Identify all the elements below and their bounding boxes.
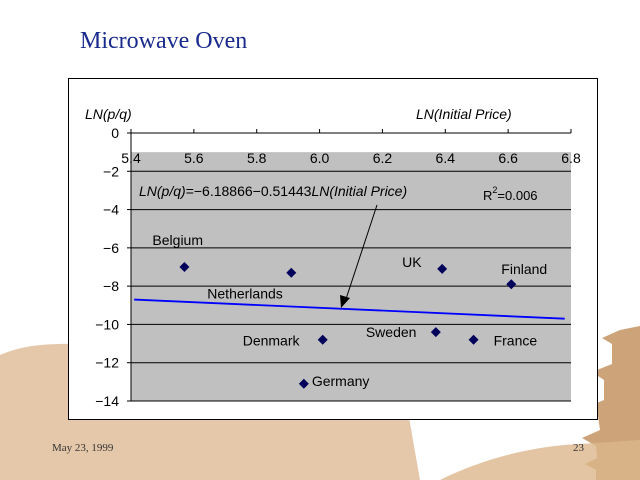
x-axis-label: LN(Initial Price) [416,106,512,122]
y-tick-label: −14 [95,393,119,409]
data-point [298,378,309,389]
r-squared: R2=0.006 [483,185,538,203]
data-point [506,279,517,290]
data-point [179,262,190,272]
scatter-chart: 0 −2 −4 −6 −8 −10 −12 −14 5.4 5.6 5.8 6.0 6.2 6.4 6.6 6… [85,106,581,409]
right-hill-shape [440,440,640,480]
footer-date: May 23, 1999 [52,442,114,454]
data-point [468,334,479,345]
x-tick-label: 5.4 [121,150,141,166]
point-label: France [494,333,538,349]
r2-value: =0.006 [497,188,537,203]
data-point [437,263,448,274]
point-label: Germany [312,373,370,389]
y-tick-label: 0 [111,125,119,141]
data-points [179,262,517,389]
x-tick-label: 6.8 [561,150,581,166]
annotation-arrow [344,204,378,303]
x-tick-label: 5.8 [247,150,267,166]
y-tick-label: −8 [103,278,119,294]
equation-var: LN(Initial Price) [311,183,407,199]
y-tick-label: −10 [95,316,119,332]
data-point [317,334,328,345]
x-tick-label: 6.4 [436,150,456,166]
slide-title: Microwave Oven [80,28,248,54]
y-tick-label: −12 [95,355,119,371]
regression-equation: LN(p/q)=−6.18866−0.51443LN(Initial Price… [139,183,407,199]
page-number: 23 [573,442,584,454]
point-label: Sweden [366,324,417,340]
plot-area [131,152,571,401]
point-label: Finland [501,261,547,277]
y-tick-label: −4 [103,202,119,218]
data-point [286,267,297,278]
y-tick-label: −2 [103,163,119,179]
point-label: Netherlands [207,286,282,302]
trend-line [134,298,565,320]
x-tick-label: 6.2 [373,150,393,166]
data-point [430,327,441,338]
tick-labels: 0 −2 −4 −6 −8 −10 −12 −14 5.4 5.6 5.8 6.0 6.2 6.4 6.6 6… [95,125,581,409]
axes [127,129,572,402]
point-label: Denmark [243,333,301,349]
y-axis-label: LN(p/q) [85,106,132,122]
point-label: Belgium [152,232,203,248]
chart-frame: 0 −2 −4 −6 −8 −10 −12 −14 5.4 5.6 5.8 6.0 6.2 6.4 6.6 6… [68,78,598,420]
grid-lines [131,170,571,402]
point-labels: Belgium Netherlands UK Finland Denmark Sweden… [152,232,547,389]
x-tick-label: 6.0 [310,150,330,166]
r2-exponent: 2 [492,185,497,195]
equation-mid: =−6.18866−0.51443 [186,183,312,199]
x-tick-label: 5.6 [184,150,204,166]
point-label: UK [402,254,422,270]
equation-lead: LN(p/q) [139,183,186,199]
x-tick-label: 6.6 [498,150,518,166]
annotation-arrow-head [340,295,350,308]
y-tick-label: −6 [103,240,119,256]
r2-label: R [483,188,492,203]
